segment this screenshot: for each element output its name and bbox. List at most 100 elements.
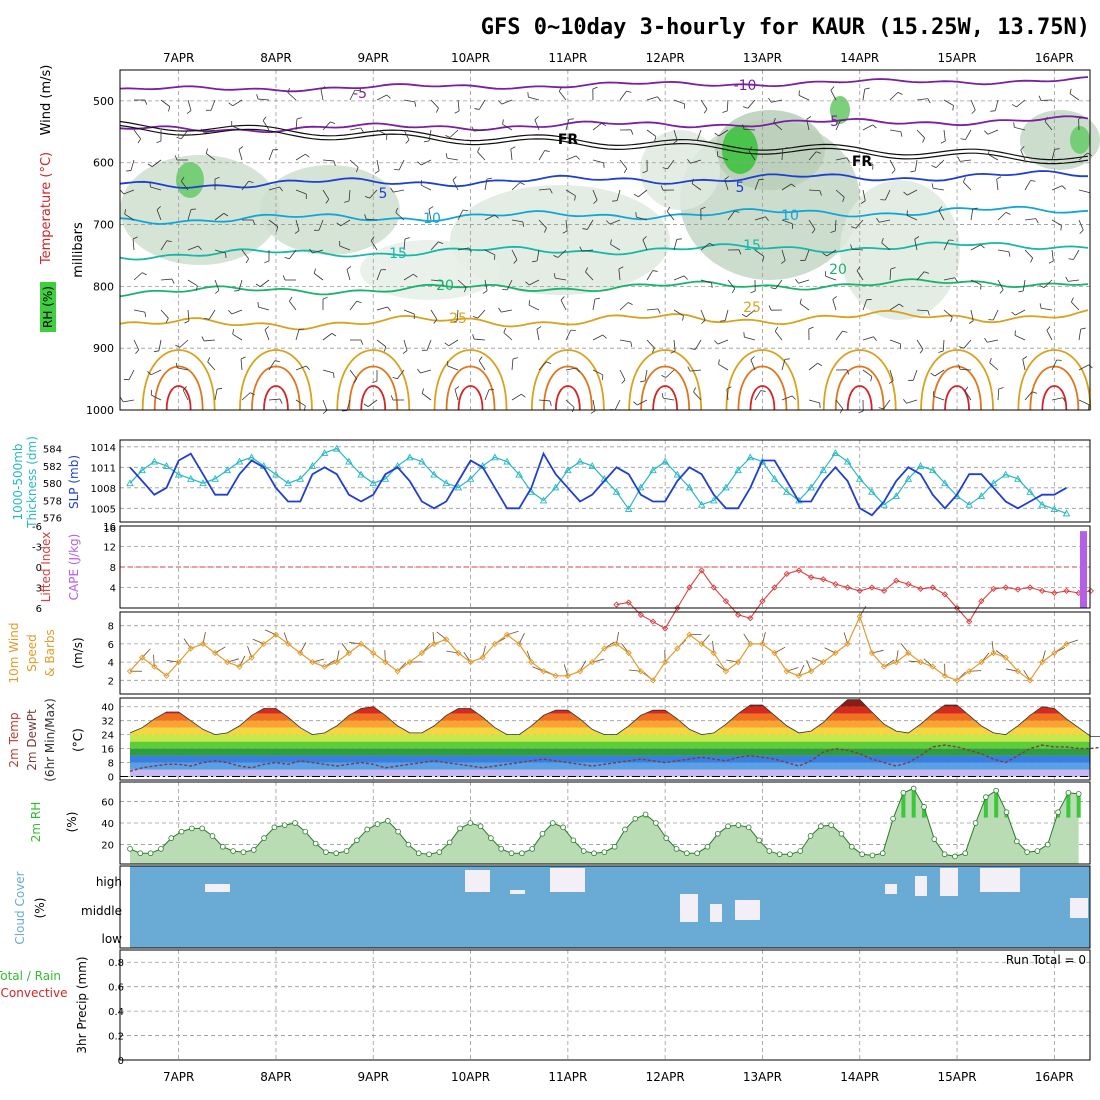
rh2m-marker xyxy=(570,837,577,844)
wind-barb xyxy=(430,309,438,320)
wind-barb xyxy=(1046,330,1053,341)
wind-barb-flag xyxy=(549,188,553,194)
wind-barb-flag xyxy=(402,350,408,354)
rh2m-marker xyxy=(1014,838,1020,845)
wind-barb xyxy=(478,360,486,371)
thickness-marker xyxy=(211,474,219,482)
rh2m-marker xyxy=(220,843,226,850)
wind-barb-flag xyxy=(742,124,745,130)
wind-barb-flag xyxy=(482,290,488,294)
date-label-bottom: 15APR xyxy=(938,1070,977,1084)
cape-bar xyxy=(1080,531,1087,608)
wind-barb-flag xyxy=(549,400,552,406)
wind-barb xyxy=(420,184,432,191)
thickness-marker xyxy=(734,466,742,474)
wind-barb xyxy=(933,187,945,191)
wind-barb xyxy=(536,329,540,341)
wind-barb xyxy=(804,249,810,261)
wind-barb xyxy=(916,309,929,312)
thickness-marker xyxy=(454,483,463,491)
wind10m-marker xyxy=(625,649,632,657)
thickness-marker xyxy=(308,461,317,469)
thickness-marker xyxy=(551,483,560,491)
wind-barb xyxy=(646,339,655,349)
thickness-marker xyxy=(855,474,864,482)
thickness-marker xyxy=(1026,487,1034,495)
lifted-index-marker xyxy=(990,585,997,593)
temp-band xyxy=(130,727,1090,735)
wind-barb xyxy=(349,159,359,168)
wind-barb xyxy=(238,149,243,161)
wind-barb-flag xyxy=(274,360,280,362)
wind-barb-flag xyxy=(204,318,210,320)
wind-barb xyxy=(862,369,873,377)
wind10m-marker xyxy=(491,640,499,648)
wind-barb xyxy=(538,188,550,191)
wind-barb-flag xyxy=(553,273,556,279)
wind-barb-flag xyxy=(168,106,171,112)
li-tick-label: -3 xyxy=(32,543,42,554)
wind-barb-flag xyxy=(1088,364,1093,369)
wind-barb xyxy=(835,330,843,341)
wind-barb xyxy=(241,392,251,401)
wind10m-marker xyxy=(710,649,717,657)
pressure-tick-label: 600 xyxy=(93,157,114,170)
wind-barb-flag xyxy=(438,241,444,244)
rh2m-marker xyxy=(745,824,752,831)
wind-barb-flag xyxy=(1022,356,1028,360)
thickness-tick-label: 582 xyxy=(43,462,62,473)
wind-barb xyxy=(862,124,873,131)
lifted-index-marker xyxy=(856,587,863,595)
wind-barb-flag xyxy=(452,320,458,323)
lifted-index-marker xyxy=(1014,586,1021,593)
wind-barb xyxy=(970,209,974,221)
slp-tick-label: 1011 xyxy=(91,463,116,474)
wind10m-marker xyxy=(686,631,693,638)
wind10m-marker xyxy=(309,658,316,666)
ylabel-wind10m-2: Speed xyxy=(25,634,39,672)
wind-barb xyxy=(592,334,603,341)
wind-barb-flag xyxy=(330,121,336,124)
wind-barb xyxy=(484,389,490,401)
temp-band xyxy=(130,762,1090,770)
wind-barb xyxy=(133,129,141,140)
wind-barb-flag xyxy=(519,182,525,186)
wind-barb-flag xyxy=(1039,285,1045,289)
wind-barb-flag xyxy=(842,197,845,203)
freezing-level-line xyxy=(119,124,1089,165)
wind-barb xyxy=(511,219,523,223)
rh2m-marker xyxy=(879,850,886,857)
wind-barb xyxy=(700,99,708,110)
wind-barb-flag xyxy=(417,368,421,374)
wind-barb-flag xyxy=(522,221,525,227)
lifted-index-marker xyxy=(686,584,693,591)
wind-barb xyxy=(258,98,270,101)
wind-barb xyxy=(889,92,899,101)
wind-barb-flag xyxy=(322,296,328,300)
wind-barb xyxy=(565,399,575,408)
wind-barb xyxy=(835,189,845,198)
wind10m-marker xyxy=(844,640,851,648)
temp-tick-label: 16 xyxy=(101,745,114,756)
wind10m-marker xyxy=(1026,677,1034,684)
wind-barb xyxy=(727,279,736,289)
wind-barb-flag xyxy=(384,346,387,352)
wind-barb-flag xyxy=(428,206,434,210)
wind-barb xyxy=(232,333,243,341)
rh2m-marker xyxy=(611,843,618,850)
wind-barb xyxy=(534,119,540,131)
wind-barb xyxy=(748,150,756,161)
temp-band xyxy=(130,713,1090,721)
wind-barb xyxy=(889,159,896,170)
wind10m-marker xyxy=(503,631,511,638)
wind-barb-flag xyxy=(990,110,996,112)
wind-barb xyxy=(506,279,513,291)
wind-barb xyxy=(511,393,522,401)
wind-barb xyxy=(376,339,387,347)
wind-barb xyxy=(746,309,756,318)
wind-barb xyxy=(346,269,351,281)
lifted-index-marker xyxy=(820,576,827,583)
thickness-marker xyxy=(928,466,937,474)
thickness-line xyxy=(129,447,1067,514)
wind10m-marker xyxy=(126,668,134,675)
